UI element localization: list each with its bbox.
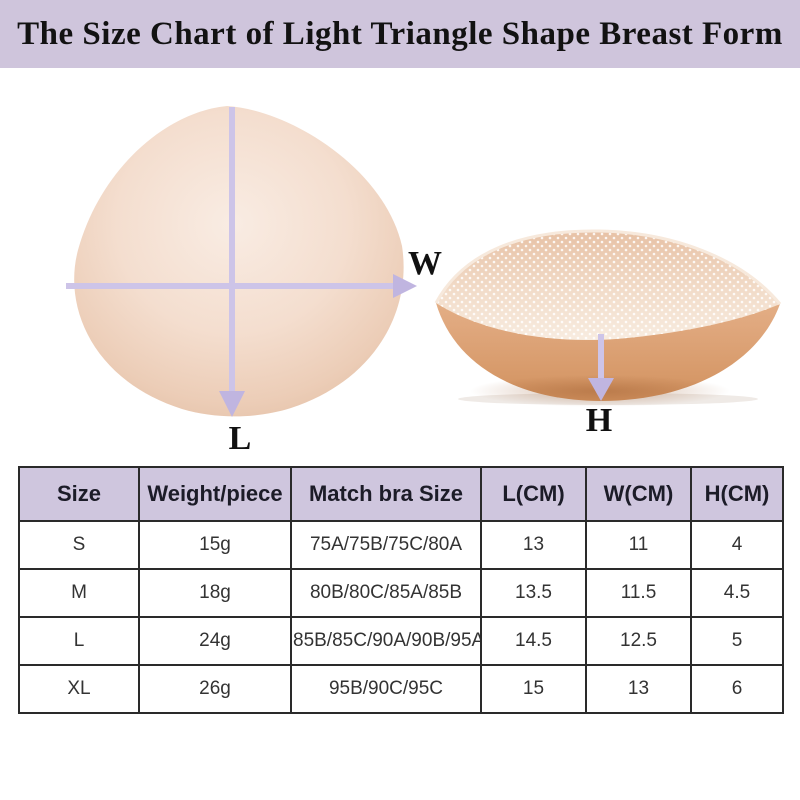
table-cell: 12.5	[585, 616, 692, 666]
page-title: The Size Chart of Light Triangle Shape B…	[17, 15, 783, 52]
height-label: H	[586, 402, 612, 439]
table-cell: 11.5	[585, 568, 692, 618]
table-cell: 11	[585, 520, 692, 570]
pad-mesh-dots-texture	[436, 230, 780, 341]
table-body: S 15g 75A/75B/75C/80A 13 11 4 M 18g 80B/80C/85A/…	[18, 520, 784, 714]
title-banner: The Size Chart of Light Triangle Shape B…	[0, 0, 800, 68]
length-arrow-head-icon	[219, 391, 245, 417]
table-cell: 4.5	[690, 568, 784, 618]
side-view-photo: H	[434, 229, 782, 439]
column-header-match-bra: Match bra Size	[290, 466, 482, 522]
column-header-length: L(CM)	[480, 466, 587, 522]
column-header-width: W(CM)	[585, 466, 692, 522]
front-view-photo: W L	[66, 106, 442, 457]
size-table: Size Weight/piece Match bra Size L(CM) W…	[18, 466, 784, 714]
height-arrow-head-icon	[588, 378, 614, 401]
table-cell: 26g	[138, 664, 292, 714]
length-label: L	[229, 420, 252, 457]
table-cell: 13	[585, 664, 692, 714]
table-cell: 95B/90C/95C	[290, 664, 482, 714]
table-cell: 18g	[138, 568, 292, 618]
table-row: XL 26g 95B/90C/95C 15 13 6	[18, 664, 784, 714]
breast-form-front-shape	[74, 106, 404, 417]
measurement-diagram: W L H	[66, 106, 782, 457]
table-cell: S	[18, 520, 140, 570]
table-cell: 24g	[138, 616, 292, 666]
size-table-header: Size Weight/piece Match bra Size L(CM) W…	[18, 466, 784, 522]
table-cell: L	[18, 616, 140, 666]
table-cell: 13	[480, 520, 587, 570]
table-cell: 6	[690, 664, 784, 714]
table-cell: M	[18, 568, 140, 618]
column-header-size: Size	[18, 466, 140, 522]
table-cell: 15g	[138, 520, 292, 570]
table-cell: XL	[18, 664, 140, 714]
width-arrow-head-icon	[393, 274, 417, 298]
table-cell: 4	[690, 520, 784, 570]
table-cell: 85B/85C/90A/90B/95A	[290, 616, 482, 666]
table-header-row: Size Weight/piece Match bra Size L(CM) W…	[18, 466, 784, 522]
table-cell: 15	[480, 664, 587, 714]
table-cell: 13.5	[480, 568, 587, 618]
table-cell: 80B/80C/85A/85B	[290, 568, 482, 618]
width-label: W	[408, 245, 442, 282]
table-cell: 14.5	[480, 616, 587, 666]
table-cell: 5	[690, 616, 784, 666]
column-header-height: H(CM)	[690, 466, 784, 522]
table-cell: 75A/75B/75C/80A	[290, 520, 482, 570]
table-row: M 18g 80B/80C/85A/85B 13.5 11.5 4.5	[18, 568, 784, 618]
pad-rim-highlight	[434, 229, 782, 305]
table-row: L 24g 85B/85C/90A/90B/95A 14.5 12.5 5	[18, 616, 784, 666]
table-row: S 15g 75A/75B/75C/80A 13 11 4	[18, 520, 784, 570]
column-header-weight: Weight/piece	[138, 466, 292, 522]
